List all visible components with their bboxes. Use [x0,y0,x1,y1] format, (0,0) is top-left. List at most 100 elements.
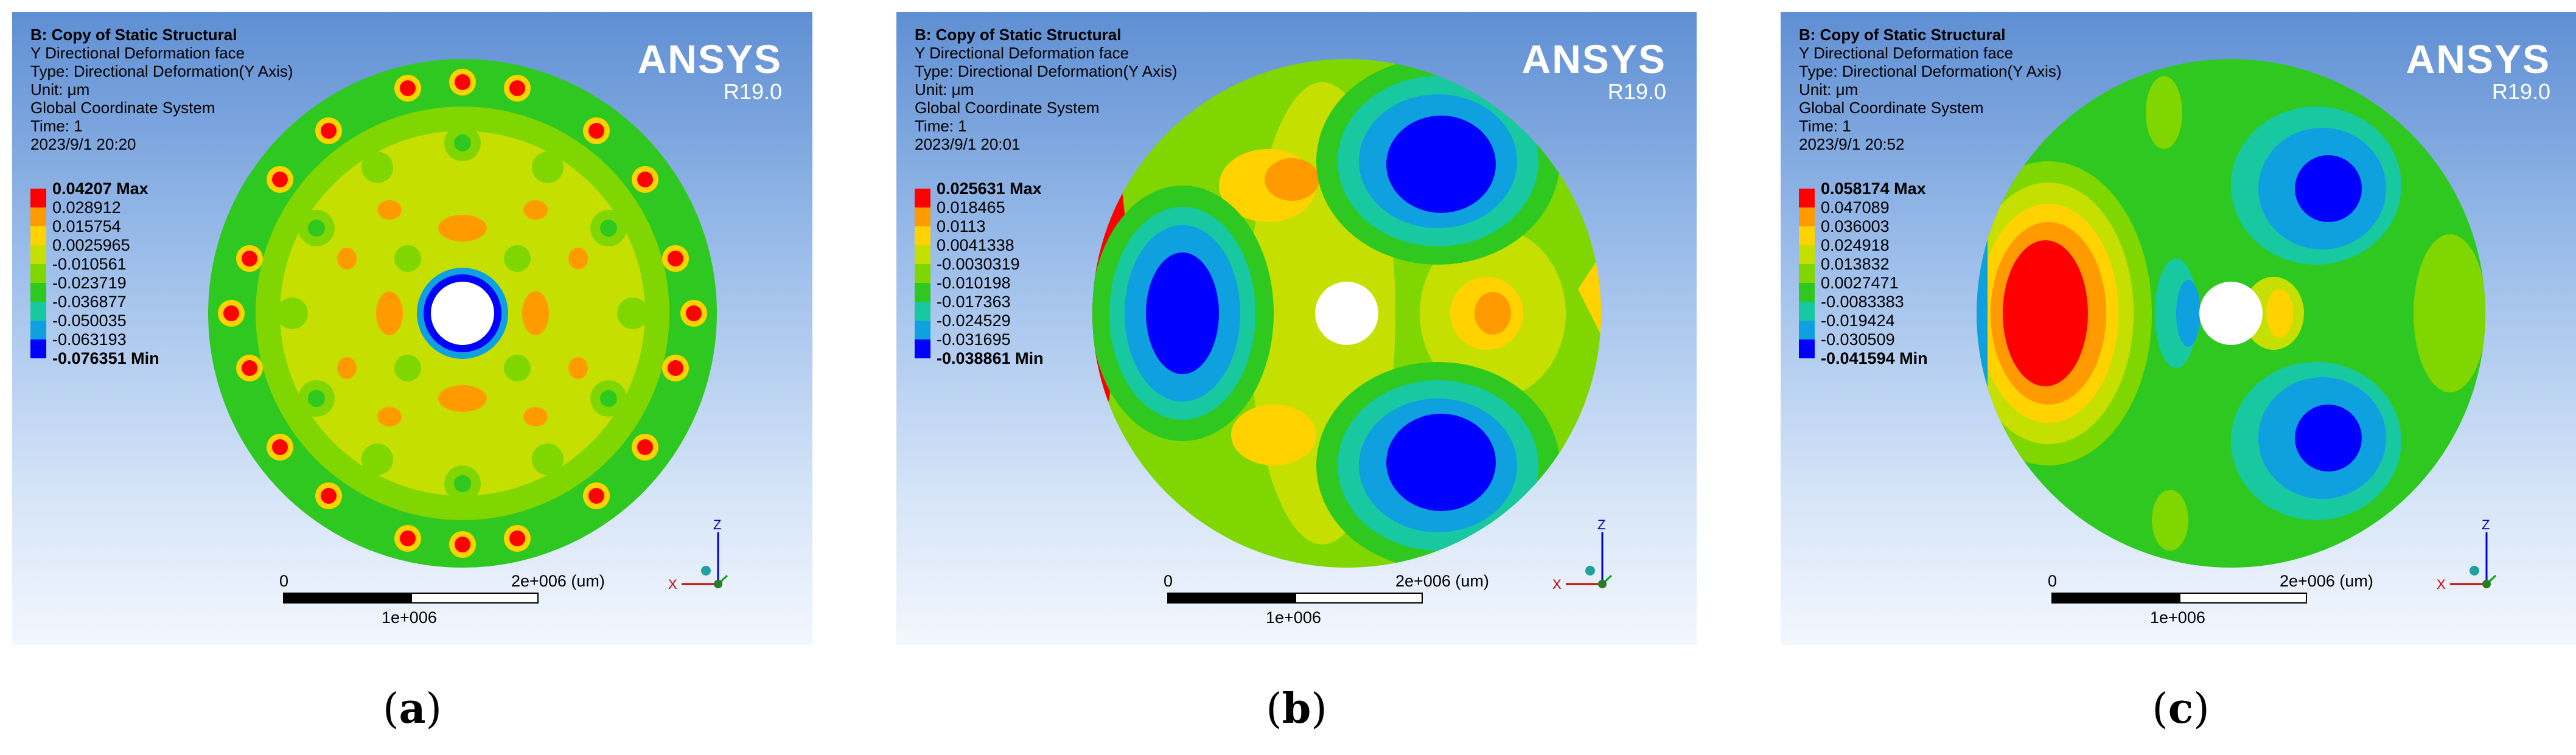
deformation-contour-disk[interactable] [1091,58,1602,569]
legend-value: 0.0041338 [937,236,1014,254]
legend-value: -0.010561 [52,255,127,273]
legend-value: -0.063193 [52,330,127,349]
result-panel-b: B: Copy of Static Structural Y Direction… [896,12,1697,645]
result-header: B: Copy of Static Structural Y Direction… [1799,26,2062,153]
legend-swatch [915,207,930,226]
result-time: Time: 1 [1799,117,1851,135]
axis-z-label: Z [1597,517,1605,532]
result-type: Type: Directional Deformation(Y Axis) [915,62,1178,80]
legend-swatch [1799,226,1815,245]
legend-max: 0.025631 Max [937,179,1042,198]
legend-swatch [30,207,46,226]
legend-min: -0.076351 Min [52,349,159,367]
legend-swatch [1799,302,1815,321]
result-time: Time: 1 [915,117,967,135]
result-panel-a: B: Copy of Static Structural Y Direction… [12,12,812,645]
graphics-viewport[interactable]: B: Copy of Static Structural Y Direction… [1781,12,2576,645]
legend-value: -0.010198 [937,274,1011,292]
legend-swatch [1799,283,1815,302]
legend-max: 0.058174 Max [1821,179,1926,198]
legend-swatch [915,226,930,245]
legend-value: 0.0027471 [1821,274,1899,292]
deformation-contour-disk[interactable] [207,58,718,569]
result-name: Y Directional Deformation face [915,44,1129,62]
legend-value: -0.031695 [937,330,1011,349]
legend-value: -0.036877 [52,293,127,311]
result-type: Type: Directional Deformation(Y Axis) [30,62,293,80]
legend-swatch [30,321,46,339]
axis-x-label: X [2437,577,2446,592]
result-timestamp: 2023/9/1 20:52 [1799,135,1905,153]
legend-value: 0.047089 [1821,198,1890,217]
legend-value: 0.036003 [1821,217,1890,235]
result-timestamp: 2023/9/1 20:01 [915,135,1021,153]
figure-caption-b: (b) [1266,684,1327,733]
ansys-version: R19.0 [723,79,782,104]
result-timestamp: 2023/9/1 20:20 [30,135,136,153]
scale-max: 2e+006 (um) [2280,572,2373,590]
scale-mid: 1e+006 [1266,608,1321,627]
legend-value: 0.0025965 [52,236,130,254]
legend-value: 0.015754 [52,217,121,235]
scale-max: 2e+006 (um) [1395,572,1489,590]
caption-letter: c [2168,684,2194,733]
legend-swatch [1799,189,1815,207]
legend-swatch [1799,339,1815,358]
legend-value: -0.050035 [52,311,127,330]
graphics-viewport[interactable]: B: Copy of Static Structural Y Direction… [12,12,812,645]
legend-swatch [30,302,46,321]
legend-min: -0.041594 Min [1821,349,1928,367]
result-header: B: Copy of Static Structural Y Direction… [915,26,1178,153]
legend-swatch [915,283,930,302]
axis-x-label: X [668,577,677,592]
legend-value: 0.018465 [937,198,1005,217]
analysis-title: B: Copy of Static Structural [30,26,237,44]
coordinate-system: Global Coordinate System [1799,99,1984,117]
coordinate-triad-icon[interactable]: Z X [657,511,742,608]
caption-letter: a [399,684,426,733]
coordinate-triad-icon[interactable]: Z X [2426,511,2511,608]
legend-value: 0.024918 [1821,236,1890,254]
legend-swatch [30,283,46,302]
result-time: Time: 1 [30,117,83,135]
legend-swatch [30,245,46,264]
legend-value: -0.019424 [1821,311,1895,330]
axis-z-label: Z [713,517,721,532]
result-header: B: Copy of Static Structural Y Direction… [30,26,293,153]
legend-swatch [1799,245,1815,264]
result-name: Y Directional Deformation face [1799,44,2014,62]
graphics-viewport[interactable]: B: Copy of Static Structural Y Direction… [896,12,1697,645]
coordinate-system: Global Coordinate System [915,99,1100,117]
legend-max: 0.04207 Max [52,179,148,198]
result-type: Type: Directional Deformation(Y Axis) [1799,62,2062,80]
legend-value: 0.028912 [52,198,121,217]
analysis-title: B: Copy of Static Structural [1799,26,2006,44]
legend-swatch [915,189,930,207]
ansys-brand: ANSYS [2406,37,2550,82]
ansys-version: R19.0 [2491,79,2550,104]
legend-value: -0.0083383 [1821,293,1904,311]
caption-letter: b [1282,684,1311,733]
result-unit: Unit: μm [1799,80,1859,99]
scale-bar-ruler [2051,593,2307,604]
scale-bar: 0 2e+006 (um) 1e+006 [1164,572,1489,627]
axis-z-label: Z [2482,517,2490,532]
legend-value: -0.030509 [1821,330,1895,349]
legend-value: -0.024529 [937,311,1011,330]
legend-value: -0.017363 [937,293,1011,311]
ansys-brand: ANSYS [1521,37,1666,82]
scale-bar: 0 2e+006 (um) 1e+006 [2048,572,2373,627]
figure-caption-a: (a) [382,684,442,733]
scale-mid: 1e+006 [382,608,437,627]
legend-swatch [30,264,46,283]
analysis-title: B: Copy of Static Structural [915,26,1122,44]
coordinate-triad-icon[interactable]: Z X [1541,511,1627,608]
result-panel-c: B: Copy of Static Structural Y Direction… [1781,12,2576,645]
figure-caption-c: (c) [2152,684,2210,733]
ansys-logo: ANSYS R19.0 [2406,38,2550,103]
legend-value: 0.0113 [937,217,986,235]
deformation-contour-disk[interactable] [1975,58,2487,569]
legend-swatch [30,339,46,358]
ansys-version: R19.0 [1607,79,1666,104]
legend-swatch [915,321,930,339]
